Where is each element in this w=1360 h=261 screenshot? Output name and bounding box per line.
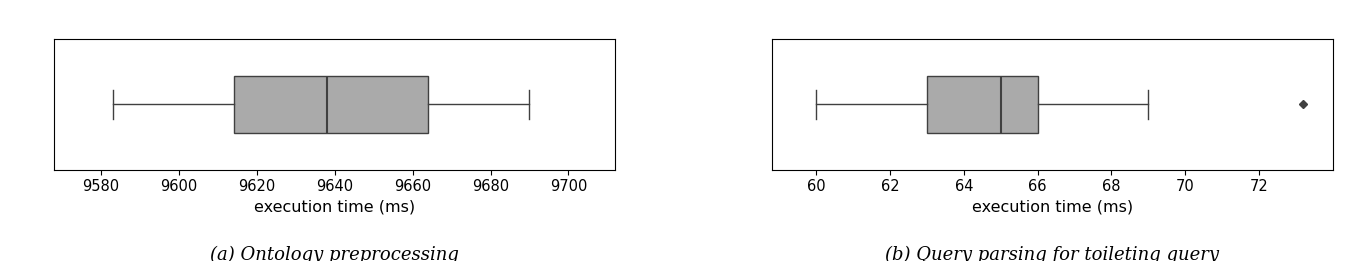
X-axis label: execution time (ms): execution time (ms) <box>254 200 415 215</box>
PathPatch shape <box>928 76 1038 133</box>
PathPatch shape <box>234 76 428 133</box>
Text: (a) Ontology preprocessing: (a) Ontology preprocessing <box>211 245 460 261</box>
Text: (b) Query parsing for toileting query: (b) Query parsing for toileting query <box>885 245 1220 261</box>
X-axis label: execution time (ms): execution time (ms) <box>972 200 1133 215</box>
